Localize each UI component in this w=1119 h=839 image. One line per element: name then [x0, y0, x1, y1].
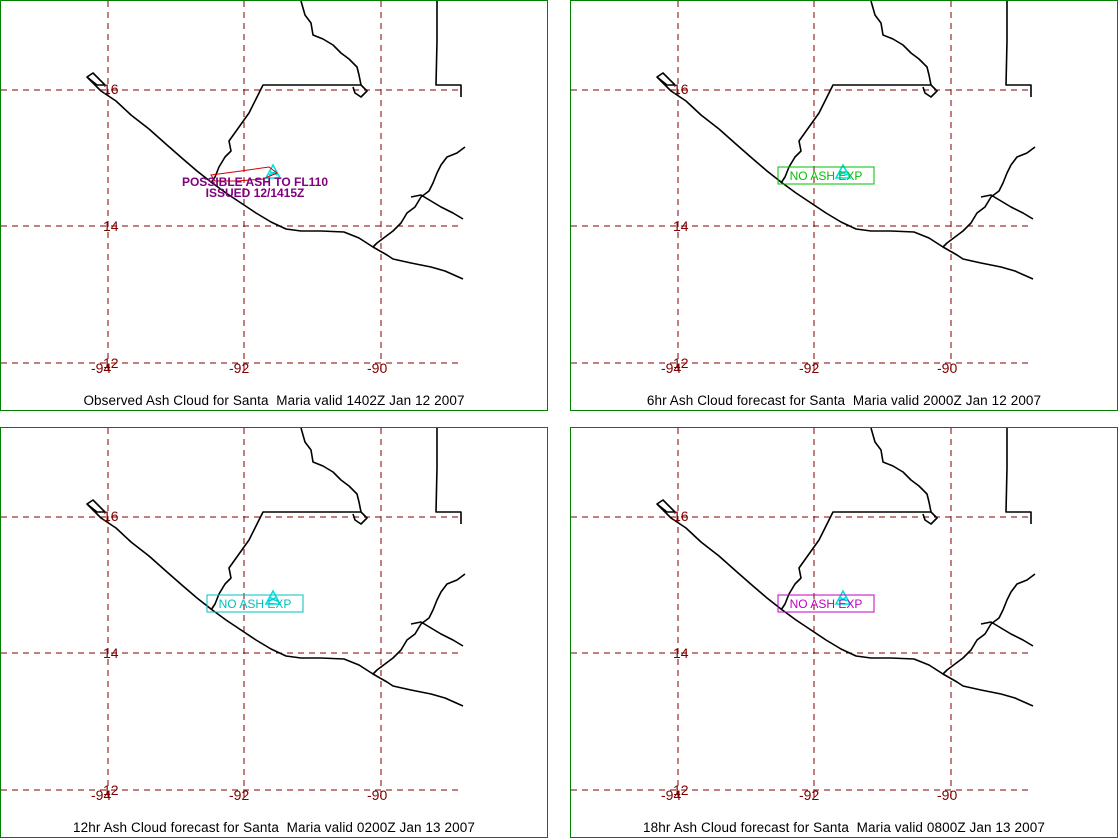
- lon-label--94: -94: [91, 787, 111, 803]
- coastal-island: [656, 499, 676, 513]
- lon-label--92: -92: [799, 360, 819, 376]
- coastal-island: [86, 72, 106, 86]
- belize-border-line: [1005, 1, 1032, 97]
- no-ash-box-border: [777, 594, 875, 613]
- pacific-coastline: [86, 76, 464, 280]
- lon-label--94: -94: [91, 360, 111, 376]
- no-ash-box-border: [206, 594, 304, 613]
- mexico-guatemala-border: [780, 84, 938, 184]
- pacific-coastline: [86, 503, 464, 707]
- no-ash-label: NO ASH EXP: [219, 597, 292, 611]
- panel-caption: Observed Ash Cloud for Santa Maria valid…: [83, 393, 465, 408]
- volcano-cross-icon: [268, 596, 278, 602]
- mexico-guatemala-border: [780, 511, 938, 611]
- lat-label-14: 14: [673, 645, 689, 661]
- lat-label-16: 16: [673, 508, 689, 524]
- map-svg: 16 14 12-94 -92 -90 NO ASH EXP: [571, 1, 1036, 376]
- lon-label--90: -90: [937, 787, 957, 803]
- no-ash-box: NO ASH EXP: [777, 166, 875, 185]
- forecast-18hr-panel: 16 14 12 -94 -92 -90 NO ASH EXP 18hr Ash Cloud…: [570, 427, 1118, 838]
- lon-label--94: -94: [661, 360, 681, 376]
- northern-border-line: [870, 428, 932, 513]
- eastern-border-line: [942, 573, 1036, 675]
- mexico-guatemala-border: [210, 511, 368, 611]
- no-ash-box-border: [777, 166, 875, 185]
- lat-label-12: 12: [673, 782, 689, 798]
- panel-caption: 6hr Ash Cloud forecast for Santa Maria v…: [646, 393, 1042, 408]
- panel-caption: 18hr Ash Cloud forecast for Santa Maria …: [643, 820, 1045, 835]
- eastern-border-line: [942, 146, 1036, 248]
- axis-labels: 16 14 12-94 -92 -90: [91, 81, 387, 376]
- lon-label--90: -90: [367, 787, 387, 803]
- coastline-layer: [656, 1, 1036, 280]
- forecast-6hr-panel: 16 14 12 -94 -92 -90 NO ASH EXP 6hr Ash Cloud …: [570, 0, 1118, 411]
- ash-annotation-line: ISSUED 12/1415Z: [206, 186, 305, 200]
- panel-caption: 12hr Ash Cloud forecast for Santa Maria …: [73, 820, 475, 835]
- coastline-layer: [656, 428, 1036, 707]
- coastal-island: [656, 72, 676, 86]
- coastline-layer: [86, 1, 466, 280]
- honduras-border-line: [980, 621, 1034, 647]
- lon-label--90: -90: [367, 360, 387, 376]
- lat-label-14: 14: [103, 645, 119, 661]
- honduras-border-line: [410, 621, 464, 647]
- map-svg: 16 14 12-94 -92 -90 NO ASH EXP: [1, 428, 466, 803]
- honduras-border-line: [410, 194, 464, 220]
- no-ash-box: NO ASH EXP: [777, 594, 875, 613]
- axis-labels: 16 14 12-94 -92 -90: [91, 508, 387, 803]
- lon-label--92: -92: [229, 787, 249, 803]
- map-svg: 16 14 12-94 -92 -90 NO ASH EXP: [571, 428, 1036, 803]
- lat-label-12: 12: [673, 355, 689, 371]
- lat-label-16: 16: [103, 508, 119, 524]
- volcano-cross-icon: [838, 596, 848, 602]
- no-ash-box: NO ASH EXP: [206, 594, 304, 613]
- lon-label--92: -92: [799, 787, 819, 803]
- lat-label-14: 14: [103, 218, 119, 234]
- observed-ash-panel: 16 14 12 -94 -92 -90 POSSIBLE ASH TO FL110 ISSU…: [0, 0, 548, 411]
- belize-border-line: [1005, 428, 1032, 524]
- lat-label-14: 14: [673, 218, 689, 234]
- mexico-guatemala-border: [210, 84, 368, 184]
- lon-label--92: -92: [229, 360, 249, 376]
- lat-lon-grid: [1, 1, 463, 371]
- forecast-12hr-panel: 16 14 12 -94 -92 -90 NO ASH EXP 12hr Ash Cloud…: [0, 427, 548, 838]
- lat-label-16: 16: [673, 81, 689, 97]
- lat-lon-grid: [1, 428, 463, 798]
- no-ash-label: NO ASH EXP: [790, 169, 863, 183]
- lon-label--94: -94: [661, 787, 681, 803]
- axis-labels: 16 14 12-94 -92 -90: [661, 508, 957, 803]
- northern-border-line: [300, 1, 362, 86]
- pacific-coastline: [656, 503, 1034, 707]
- northern-border-line: [300, 428, 362, 513]
- lat-lon-grid: [571, 428, 1033, 798]
- lon-label--90: -90: [937, 360, 957, 376]
- belize-border-line: [435, 428, 462, 524]
- volcano-triangle-icon: [264, 589, 282, 605]
- volcano-cross-icon: [838, 170, 848, 176]
- lat-lon-grid: [571, 1, 1033, 371]
- pacific-coastline: [656, 76, 1034, 280]
- northern-border-line: [870, 1, 932, 86]
- honduras-border-line: [980, 194, 1034, 220]
- ash-plume-outline: [210, 166, 278, 182]
- lat-label-16: 16: [103, 81, 119, 97]
- eastern-border-line: [372, 573, 466, 675]
- axis-labels: 16 14 12-94 -92 -90: [661, 81, 957, 376]
- lat-label-12: 12: [103, 355, 119, 371]
- belize-border-line: [435, 1, 462, 97]
- lat-label-12: 12: [103, 782, 119, 798]
- coastal-island: [86, 499, 106, 513]
- volcano-triangle-icon: [834, 589, 852, 605]
- no-ash-label: NO ASH EXP: [790, 597, 863, 611]
- eastern-border-line: [372, 146, 466, 248]
- map-svg: 16 14 12-94 -92 -90 POSSIBLE ASH TO FL110ISSU…: [1, 1, 466, 376]
- coastline-layer: [86, 428, 466, 707]
- ash-annotation-line: POSSIBLE ASH TO FL110: [182, 175, 328, 189]
- volcano-triangle-icon: [834, 163, 852, 179]
